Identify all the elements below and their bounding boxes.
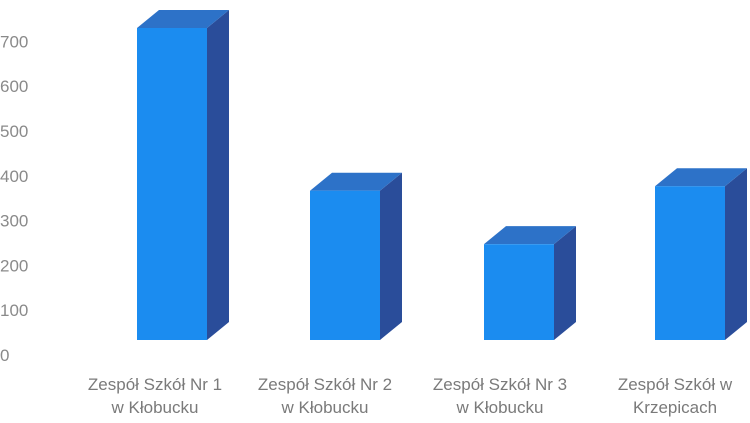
bar-side-face	[207, 10, 229, 340]
x-category-label: Zespół Szkół w Krzepicach	[618, 375, 733, 417]
x-category-label-line: w Kłobucku	[456, 398, 544, 417]
x-category-label-line: w Kłobucku	[281, 398, 369, 417]
bar-front-face	[137, 28, 207, 340]
x-category-label-line: Zespół Szkół Nr 2	[258, 375, 392, 394]
bar	[137, 10, 229, 340]
bar-front-face	[310, 190, 380, 340]
bar-side-face	[380, 172, 402, 340]
y-tick-label: 200	[0, 256, 28, 275]
bar	[655, 168, 747, 340]
y-tick-label: 500	[0, 122, 28, 141]
x-category-label-line: Krzepicach	[633, 398, 717, 417]
bar-top-face	[310, 172, 402, 191]
y-tick-label: 700	[0, 32, 28, 51]
bar	[310, 172, 402, 340]
y-tick-label: 600	[0, 77, 28, 96]
y-tick-label: 100	[0, 301, 28, 320]
x-category-label: Zespół Szkół Nr 3 w Kłobucku	[433, 375, 567, 417]
bar-top-face	[655, 168, 747, 187]
bar	[484, 226, 576, 340]
bar-top-face	[137, 10, 229, 29]
y-tick-label: 300	[0, 212, 28, 231]
bar-side-face	[725, 168, 747, 340]
bar-top-face	[484, 226, 576, 245]
x-category-label: Zespół Szkół Nr 1 w Kłobucku	[88, 375, 222, 417]
x-category-label-line: Zespół Szkół Nr 1	[88, 375, 222, 394]
y-tick-label: 0	[0, 346, 9, 365]
x-category-label: Zespół Szkół Nr 2 w Kłobucku	[258, 375, 392, 417]
y-tick-label: 400	[0, 167, 28, 186]
x-category-label-line: Zespół Szkół w	[618, 375, 733, 394]
x-category-label-line: w Kłobucku	[111, 398, 199, 417]
bar-front-face	[484, 244, 554, 340]
bar-front-face	[655, 186, 725, 340]
x-category-label-line: Zespół Szkół Nr 3	[433, 375, 567, 394]
bar-side-face	[554, 226, 576, 340]
